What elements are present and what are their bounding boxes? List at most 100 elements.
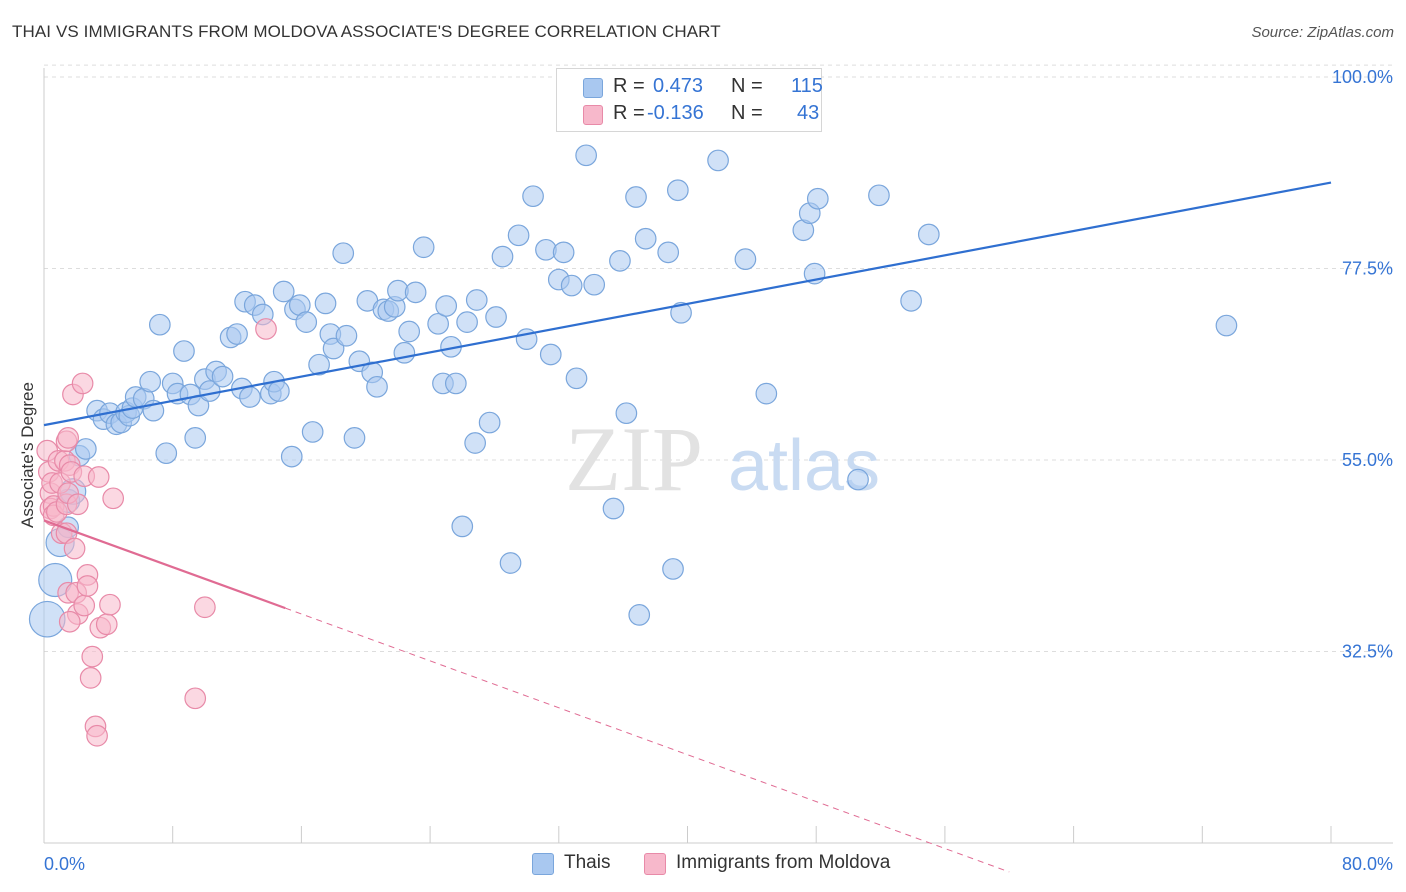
thais-point: [465, 289, 488, 311]
chart-title: THAI VS IMMIGRANTS FROM MOLDOVA ASSOCIAT…: [12, 22, 721, 41]
thais-point: [552, 241, 575, 264]
moldova-point: [255, 318, 277, 340]
moldova-point: [73, 594, 96, 617]
thais-point: [755, 382, 778, 405]
moldova-points: [36, 318, 277, 747]
thais-point: [666, 179, 689, 202]
thais-point: [301, 421, 324, 443]
thais-point: [398, 320, 421, 343]
y-tick-label: 100.0%: [1332, 67, 1393, 87]
thais-point: [657, 241, 680, 264]
thais-point: [268, 380, 290, 402]
n-label: N =: [731, 102, 763, 124]
moldova-point: [99, 593, 121, 616]
y-axis-label: Associate's Degree: [18, 382, 37, 528]
thais-point: [662, 558, 684, 580]
thais-point: [308, 353, 330, 376]
thais-points: [28, 144, 1238, 638]
moldova-point: [87, 466, 110, 488]
trend-lines: [43, 181, 1332, 873]
thais-point: [393, 341, 416, 364]
x-tick-label: 80.0%: [1342, 854, 1393, 874]
thais-point: [335, 324, 358, 347]
thais-point: [539, 343, 562, 366]
thais-point: [184, 427, 207, 449]
thais-point: [332, 242, 355, 265]
thais-point: [139, 370, 162, 393]
y-tick-label: 55.0%: [1342, 450, 1393, 470]
thais-point: [847, 468, 869, 491]
thais-point: [634, 227, 657, 250]
thais-point: [148, 313, 171, 336]
thais-point: [583, 273, 606, 296]
n-value: 43: [797, 102, 820, 124]
thais-point: [295, 311, 318, 333]
moldova-point: [184, 687, 207, 710]
legend-swatch-thais: [583, 78, 603, 98]
thais-point: [427, 312, 449, 335]
thais-point: [900, 290, 922, 312]
moldova-point: [71, 372, 94, 395]
thais-point: [322, 337, 345, 360]
thais-point: [491, 245, 514, 268]
moldova-point: [57, 427, 79, 449]
moldova-trend-line: [43, 519, 286, 610]
thais-point: [343, 427, 366, 449]
thais-point: [670, 301, 692, 324]
thais-point: [155, 442, 178, 465]
thais-point: [464, 432, 486, 454]
source-credit: Source: ZipAtlas.com: [1251, 24, 1394, 41]
thais-point: [628, 604, 651, 626]
moldova-trend-line-extension: [285, 607, 1010, 873]
watermark-zip: ZIP: [565, 408, 703, 510]
thais-point: [173, 340, 195, 362]
moldova-point: [66, 493, 89, 516]
thais-point: [707, 149, 729, 172]
thais-point: [602, 497, 625, 520]
legend-swatch-moldova: [644, 853, 666, 875]
thais-point: [560, 274, 583, 297]
n-label: N =: [731, 75, 763, 97]
thais-point: [499, 552, 522, 574]
thais-point: [211, 365, 234, 388]
thais-point: [625, 186, 647, 208]
thais-point: [366, 375, 388, 398]
thais-point: [478, 411, 501, 434]
thais-point: [412, 236, 435, 259]
legend-swatch-moldova: [583, 105, 603, 125]
thais-point: [444, 372, 467, 395]
thais-point: [522, 185, 544, 208]
thais-point: [74, 438, 97, 460]
thais-point: [272, 280, 295, 303]
thais-point: [609, 250, 631, 272]
thais-point: [280, 445, 303, 468]
legend-label-thais: Thais: [564, 852, 611, 873]
thais-point: [456, 311, 478, 333]
y-tick-label: 32.5%: [1342, 642, 1393, 662]
thais-point: [917, 223, 940, 246]
thais-point: [806, 187, 829, 210]
x-tick-label: 0.0%: [44, 854, 85, 874]
r-label: R =: [613, 75, 645, 97]
thais-point: [485, 306, 507, 328]
thais-point: [1215, 314, 1238, 337]
thais-point: [404, 281, 427, 304]
thais-point: [615, 402, 638, 425]
n-value: 115: [791, 75, 823, 97]
tick-labels: 100.0% 77.5% 55.0% 32.5% 0.0% 80.0%: [44, 67, 1393, 874]
r-label: R =: [613, 102, 645, 124]
axes: [43, 68, 1393, 844]
zipatlas-watermark: ZIP atlas: [565, 408, 880, 510]
moldova-point: [95, 613, 118, 636]
thais-point: [435, 295, 458, 317]
legend-swatch-thais: [532, 853, 554, 875]
thais-trend-line: [43, 181, 1332, 427]
thais-point: [734, 248, 757, 271]
stats-legend: R = 0.473 N = 115 R = -0.136 N = 43: [556, 68, 823, 132]
thais-point: [314, 292, 337, 315]
moldova-point: [63, 537, 86, 560]
moldova-point: [58, 610, 81, 633]
legend-label-moldova: Immigrants from Moldova: [676, 852, 891, 873]
moldova-point: [194, 596, 216, 619]
